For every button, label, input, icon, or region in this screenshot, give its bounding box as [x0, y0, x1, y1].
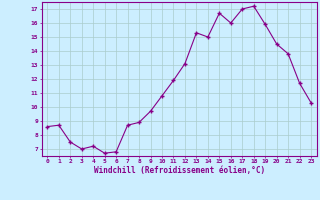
- X-axis label: Windchill (Refroidissement éolien,°C): Windchill (Refroidissement éolien,°C): [94, 166, 265, 175]
